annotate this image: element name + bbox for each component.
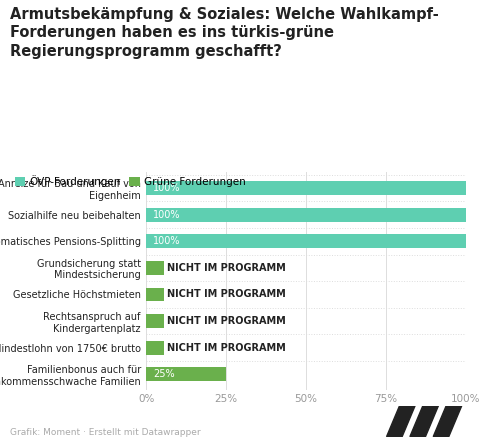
Polygon shape bbox=[410, 406, 438, 437]
Bar bbox=[146, 261, 164, 275]
Legend: ÖVP-Forderungen, Grüne Forderungen: ÖVP-Forderungen, Grüne Forderungen bbox=[15, 175, 245, 187]
Bar bbox=[146, 208, 466, 221]
Text: Armutsbekämpfung & Soziales: Welche Wahlkampf-
Forderungen haben es ins türkis-g: Armutsbekämpfung & Soziales: Welche Wahl… bbox=[10, 7, 438, 59]
Text: NICHT IM PROGRAMM: NICHT IM PROGRAMM bbox=[167, 343, 286, 353]
Text: 100%: 100% bbox=[153, 236, 180, 246]
Text: NICHT IM PROGRAMM: NICHT IM PROGRAMM bbox=[167, 263, 286, 273]
Text: NICHT IM PROGRAMM: NICHT IM PROGRAMM bbox=[167, 289, 286, 299]
Bar bbox=[146, 234, 466, 248]
Bar bbox=[146, 367, 226, 381]
Bar bbox=[146, 181, 466, 195]
Bar bbox=[146, 341, 164, 355]
Text: 100%: 100% bbox=[153, 209, 180, 220]
Text: NICHT IM PROGRAMM: NICHT IM PROGRAMM bbox=[167, 316, 286, 326]
Polygon shape bbox=[386, 406, 415, 437]
Bar bbox=[146, 288, 164, 301]
Text: 25%: 25% bbox=[153, 369, 174, 379]
Bar bbox=[146, 314, 164, 328]
Polygon shape bbox=[433, 406, 462, 437]
Text: 100%: 100% bbox=[153, 183, 180, 193]
Text: Grafik: Moment · Erstellt mit Datawrapper: Grafik: Moment · Erstellt mit Datawrappe… bbox=[10, 428, 200, 437]
